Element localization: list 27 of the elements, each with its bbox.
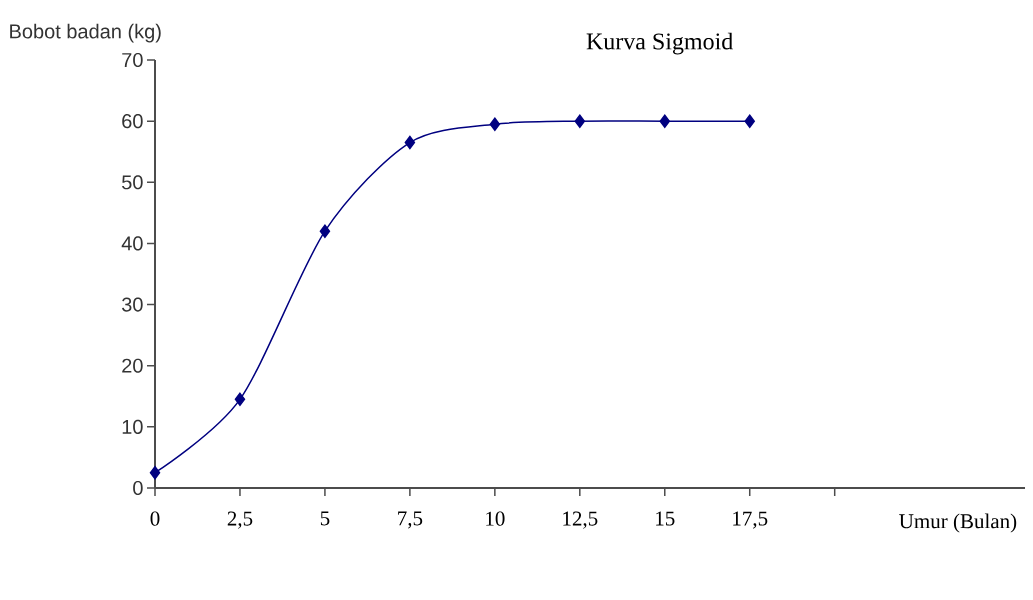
y-tick-label: 10 <box>122 419 143 434</box>
x-axis-title: Umur (Bulan) <box>899 513 1017 533</box>
point <box>404 135 416 150</box>
point <box>574 114 586 128</box>
y-tick-label: 40 <box>121 236 143 251</box>
y-tick-label: 50 <box>122 175 143 190</box>
x-tick-label: 12,5 <box>563 511 598 529</box>
x-tick-label: 5 <box>320 511 330 526</box>
x-tick-label: 2,5 <box>227 511 253 529</box>
y-tick-label: 20 <box>122 358 143 373</box>
x-tick-label: 0 <box>150 511 160 526</box>
y-tick-label: 30 <box>121 297 143 312</box>
point <box>659 114 671 128</box>
point <box>234 392 246 407</box>
chart-title: Kurva Sigmoid <box>586 32 733 55</box>
point <box>149 465 161 480</box>
x-tick-label: 7,5 <box>398 511 423 529</box>
point <box>744 114 755 128</box>
y-tick-label: 70 <box>122 52 143 68</box>
y-tick-label: 60 <box>122 114 143 129</box>
point <box>319 224 331 238</box>
y-tick-label: 0 <box>133 480 143 496</box>
y-axis-title: Bobot badan (kg) <box>10 23 161 43</box>
x-tick-label: 15 <box>656 511 675 526</box>
x-tick-label: 17,5 <box>733 511 768 529</box>
point <box>489 117 501 131</box>
x-tick-label: 10 <box>486 511 505 526</box>
